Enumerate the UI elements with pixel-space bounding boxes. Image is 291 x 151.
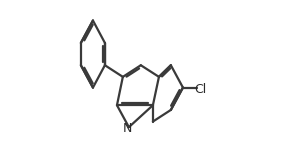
- Text: Cl: Cl: [194, 83, 206, 96]
- Text: N: N: [123, 122, 132, 135]
